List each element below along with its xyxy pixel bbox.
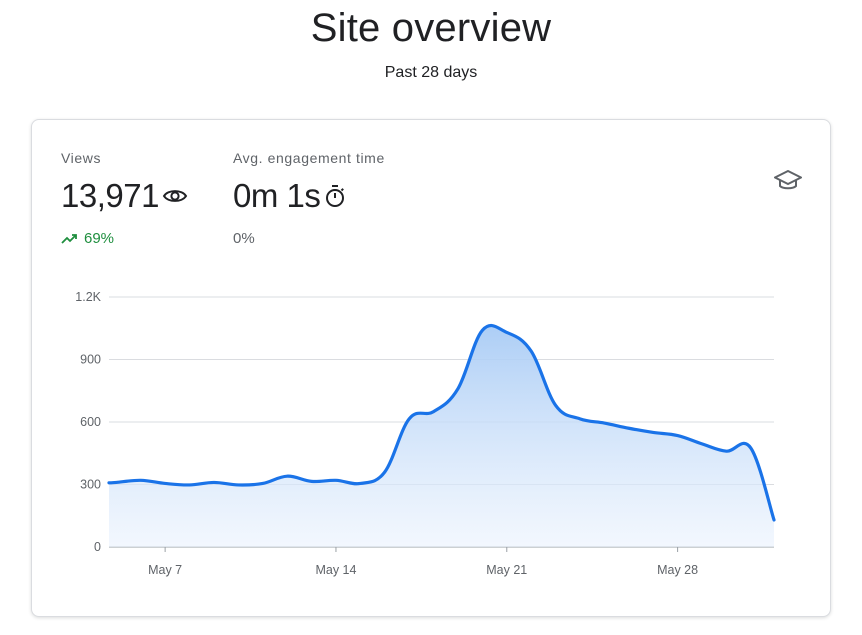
- timer-icon: [323, 183, 347, 209]
- x-tick-label: May 28: [657, 563, 698, 577]
- page-title: Site overview: [310, 6, 552, 50]
- views-value: 13,971: [61, 177, 159, 214]
- x-tick-label: May 7: [148, 563, 182, 577]
- views-line: [107, 323, 776, 522]
- views-change: 69%: [61, 230, 188, 247]
- views-chart: 0 300 600 900 1.2K May 7 May 14 May 21 May 28: [75, 290, 776, 577]
- y-tick-label: 600: [80, 415, 101, 429]
- views-area: [109, 325, 774, 547]
- x-tick-label: May 14: [315, 563, 356, 577]
- engagement-value: 0m 1s: [233, 177, 321, 214]
- overview-card: Views 13,971 69%: [31, 119, 831, 617]
- engagement-metric: Avg. engagement time 0m 1s 0%: [233, 150, 385, 247]
- y-tick-label: 900: [80, 353, 101, 367]
- eye-icon: [162, 185, 188, 207]
- x-tick-label: May 21: [486, 563, 527, 577]
- y-tick-label: 0: [94, 540, 101, 554]
- y-tick-label: 300: [80, 478, 101, 492]
- views-metric: Views 13,971 69%: [61, 150, 188, 247]
- views-label: Views: [61, 150, 102, 166]
- engagement-change: 0%: [233, 230, 385, 247]
- y-tick-label: 1.2K: [75, 290, 101, 304]
- engagement-change-value: 0%: [233, 230, 255, 247]
- trending-up-icon: [61, 233, 79, 245]
- page-subtitle: Past 28 days: [384, 64, 478, 81]
- engagement-label: Avg. engagement time: [233, 150, 385, 166]
- views-change-value: 69%: [84, 230, 115, 247]
- graduation-cap-icon[interactable]: [774, 168, 802, 197]
